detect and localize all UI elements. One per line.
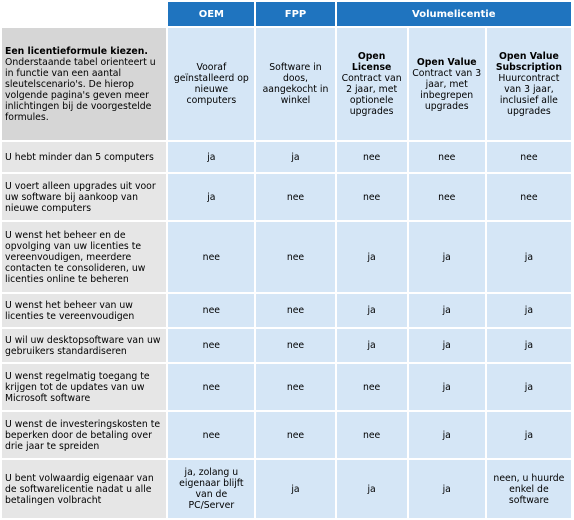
row-label: U wenst het beheer en de opvolging van u…: [2, 222, 167, 292]
table-cell: nee: [256, 329, 335, 362]
row-label: U wenst de investeringskosten te beperke…: [2, 412, 167, 458]
table-row: U bent volwaardig eigenaar van de softwa…: [2, 460, 571, 518]
table-cell: neen, u huurde enkel de software: [486, 460, 571, 518]
column-description: Contract van 3 jaar, met inbegrepen upgr…: [412, 67, 482, 112]
column-description: Software in doos, aangekocht in winkel: [262, 62, 329, 106]
column-description: Contract van 2 jaar, met optionele upgra…: [341, 73, 402, 117]
table-row: U wenst het beheer van uw licenties te v…: [2, 294, 571, 327]
table-cell: nee: [168, 329, 255, 362]
table-cell: ja: [408, 364, 485, 410]
table-row: U wil uw desktopsoftware van uw gebruike…: [2, 329, 571, 362]
column-fpp-description: Software in doos, aangekocht in winkel: [256, 28, 335, 140]
row-label: U voert alleen upgrades uit voor uw soft…: [2, 174, 167, 220]
table-row: U hebt minder dan 5 computers ja ja nee …: [2, 142, 571, 172]
table-cell: nee: [336, 174, 407, 220]
table-cell: ja: [408, 222, 485, 292]
table-cell: ja: [408, 294, 485, 327]
column-open-license: Open License Contract van 2 jaar, met op…: [336, 28, 407, 140]
table-cell: ja: [408, 460, 485, 518]
table-cell: ja: [168, 142, 255, 172]
table-cell: ja: [168, 174, 255, 220]
row-label: U wenst regelmatig toegang te krijgen to…: [2, 364, 167, 410]
table-cell: nee: [256, 174, 335, 220]
header-blank: [2, 2, 167, 26]
column-title: Open License: [351, 51, 392, 73]
table-cell: ja, zolang u eigenaar blijft van de PC/S…: [168, 460, 255, 518]
table-row: U wenst het beheer en de opvolging van u…: [2, 222, 571, 292]
table-cell: nee: [336, 412, 407, 458]
table-cell: nee: [168, 294, 255, 327]
column-description: Vooraf geïnstalleerd op nieuwe computers: [173, 62, 249, 106]
column-description-row: Een licentieformule kiezen. Onderstaande…: [2, 28, 571, 140]
table-row: U wenst regelmatig toegang te krijgen to…: [2, 364, 571, 410]
table-cell: ja: [486, 329, 571, 362]
table-cell: nee: [408, 174, 485, 220]
table-cell: nee: [408, 142, 485, 172]
header-fpp: FPP: [256, 2, 335, 26]
intro-cell: Een licentieformule kiezen. Onderstaande…: [2, 28, 167, 140]
table-cell: nee: [168, 412, 255, 458]
table-cell: nee: [256, 222, 335, 292]
table-cell: ja: [486, 222, 571, 292]
table-cell: ja: [256, 142, 335, 172]
column-description: Huurcontract van 3 jaar, inclusief alle …: [498, 73, 560, 117]
row-label: U bent volwaardig eigenaar van de softwa…: [2, 460, 167, 518]
header-oem: OEM: [168, 2, 255, 26]
table-cell: nee: [336, 364, 407, 410]
table-cell: ja: [256, 460, 335, 518]
row-label: U wenst het beheer van uw licenties te v…: [2, 294, 167, 327]
row-label: U wil uw desktopsoftware van uw gebruike…: [2, 329, 167, 362]
header-volume: Volumelicentie: [336, 2, 571, 26]
row-label: U hebt minder dan 5 computers: [2, 142, 167, 172]
table-cell: ja: [336, 222, 407, 292]
intro-title: Een licentieformule kiezen.: [5, 45, 148, 57]
table-cell: nee: [168, 222, 255, 292]
table-cell: nee: [486, 174, 571, 220]
column-open-value-subscription: Open Value Subscription Huurcontract van…: [486, 28, 571, 140]
table-cell: nee: [256, 294, 335, 327]
header-row: OEM FPP Volumelicentie: [2, 2, 571, 26]
table-cell: ja: [486, 412, 571, 458]
intro-text: Onderstaande tabel orienteert u in funct…: [5, 56, 156, 123]
table-cell: ja: [408, 329, 485, 362]
table-cell: nee: [336, 142, 407, 172]
table-cell: ja: [336, 294, 407, 327]
table-cell: nee: [256, 412, 335, 458]
table-cell: nee: [486, 142, 571, 172]
column-title: Open Value Subscription: [495, 51, 562, 73]
column-open-value: Open Value Contract van 3 jaar, met inbe…: [408, 28, 485, 140]
table-cell: ja: [486, 294, 571, 327]
table-row: U wenst de investeringskosten te beperke…: [2, 412, 571, 458]
column-oem-description: Vooraf geïnstalleerd op nieuwe computers: [168, 28, 255, 140]
table-cell: ja: [336, 329, 407, 362]
table-cell: ja: [336, 460, 407, 518]
table-cell: ja: [486, 364, 571, 410]
table-cell: ja: [408, 412, 485, 458]
table-row: U voert alleen upgrades uit voor uw soft…: [2, 174, 571, 220]
column-title: Open Value: [416, 56, 477, 68]
table-cell: nee: [168, 364, 255, 410]
table-cell: nee: [256, 364, 335, 410]
